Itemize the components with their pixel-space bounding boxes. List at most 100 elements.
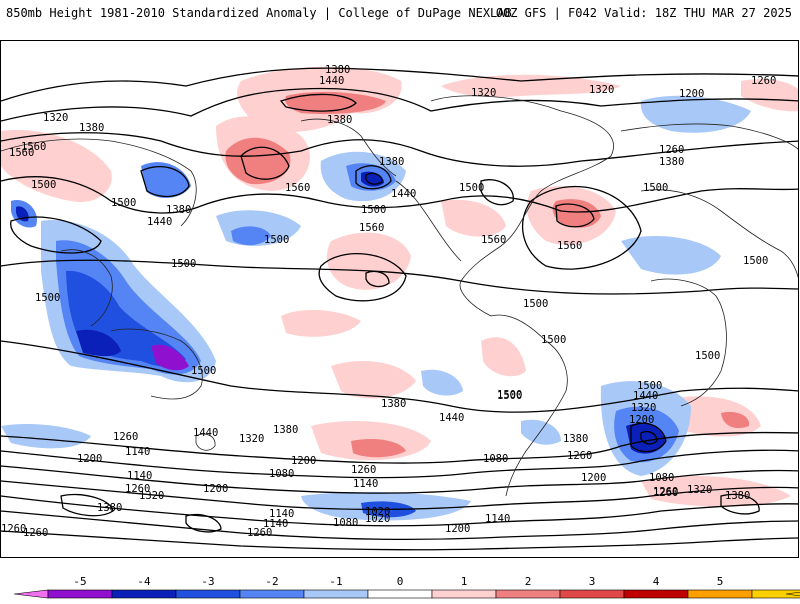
contour-label: 1500 (643, 182, 668, 194)
colorbar-tick-label: 0 (397, 575, 404, 588)
contour-label: 1560 (9, 147, 34, 159)
colorbar-tick-label: 3 (589, 575, 596, 588)
contour-label: 1260 (751, 75, 776, 87)
contour-label: 1260 (351, 464, 376, 476)
contour-label: 1380 (325, 64, 350, 76)
anomaly-colorbar: -5 -4 -3 -2 -1 0 1 2 3 4 5 (0, 570, 800, 600)
contour-label: 1260 (653, 487, 678, 499)
colorbar-tick-label: -3 (201, 575, 214, 588)
contour-label: 1500 (264, 234, 289, 246)
contour-label: 1380 (725, 490, 750, 502)
positive-anomaly-shading (1, 66, 798, 507)
contour-label: 1320 (631, 402, 656, 414)
contour-label: 1560 (557, 240, 582, 252)
contour-label: 1320 (43, 112, 68, 124)
contour-label: 1320 (139, 490, 164, 502)
run-info: 00Z GFS | F042 Valid: 18Z THU MAR 27 202… (495, 6, 792, 20)
colorbar-swatch (303, 589, 369, 599)
colorbar-swatch (175, 589, 241, 599)
colorbar-tick-label: 5 (717, 575, 724, 588)
contour-label: 1260 (659, 144, 684, 156)
contour-label: 1380 (97, 502, 122, 514)
contour-label: 1380 (659, 156, 684, 168)
contour-label: 1260 (653, 486, 678, 498)
height-contours (1, 67, 798, 551)
colorbar-tick-label: -4 (137, 575, 151, 588)
contour-label: 1320 (687, 484, 712, 496)
contour-label: 1560 (285, 182, 310, 194)
contour-label: 1080 (649, 472, 674, 484)
contour-label: 1560 (481, 234, 506, 246)
contour-label: 1500 (191, 365, 216, 377)
contour-label: 1020 (365, 506, 390, 518)
colorbar-tick-label: -1 (329, 575, 342, 588)
contour-label: 1500 (361, 204, 386, 216)
contour-label: 1080 (483, 453, 508, 465)
contour-label: 1380 (166, 204, 191, 216)
map-title: 850mb Height 1981-2010 Standardized Anom… (6, 6, 512, 20)
contour-label: 1500 (459, 182, 484, 194)
contour-label: 1020 (365, 513, 390, 525)
contour-label: 1380 (273, 424, 298, 436)
contour-label: 1500 (523, 298, 548, 310)
colorbar-swatch (367, 589, 433, 599)
contour-label: 1140 (353, 478, 378, 490)
contour-label: 1260 (1, 523, 26, 535)
contour-label: 1500 (541, 334, 566, 346)
contour-label: 1200 (291, 455, 316, 467)
colorbar-swatch (623, 589, 689, 599)
colorbar-tick-label: -2 (265, 575, 278, 588)
contour-label: 1560 (359, 222, 384, 234)
contour-label: 1380 (79, 122, 104, 134)
contour-label: 1200 (679, 88, 704, 100)
contour-label: 1260 (247, 527, 272, 539)
colorbar-swatch (495, 589, 561, 599)
contour-label: 1260 (113, 431, 138, 443)
colorbar-tick-label: 4 (653, 575, 660, 588)
colorbar-ticks: -5 -4 -3 -2 -1 0 1 2 3 4 5 (73, 575, 723, 588)
contour-label: 1500 (35, 292, 60, 304)
colorbar-swatches (13, 589, 800, 599)
coastlines (1, 95, 798, 497)
contour-label: 1320 (471, 87, 496, 99)
contour-label: 1380 (379, 156, 404, 168)
colorbar-svg: -5 -4 -3 -2 -1 0 1 2 3 4 5 (13, 575, 800, 599)
contour-label: 1500 (31, 179, 56, 191)
contour-label: 1320 (239, 433, 264, 445)
colorbar-swatch (687, 589, 753, 599)
colorbar-swatch (751, 589, 800, 599)
contour-label: 1080 (333, 517, 358, 529)
contour-labels: 1380 1440 1260 1320 1200 1320 1380 1320 … (1, 64, 776, 539)
contour-label: 1320 (589, 84, 614, 96)
contour-label: 1500 (743, 255, 768, 267)
contour-label: 1140 (485, 513, 510, 525)
contour-label: 1260 (125, 483, 150, 495)
contour-label: 1440 (193, 427, 218, 439)
contour-label: 1440 (439, 412, 464, 424)
contour-label: 1140 (125, 446, 150, 458)
contour-label: 1380 (327, 114, 352, 126)
contour-label: 1200 (629, 414, 654, 426)
colorbar-swatch (111, 589, 177, 599)
contour-label: 1380 (563, 433, 588, 445)
contour-label: 1440 (319, 75, 344, 87)
contour-label: 1440 (391, 188, 416, 200)
contour-label: 1500 (497, 389, 522, 401)
contour-label: 1140 (269, 508, 294, 520)
negative-anomaly-shading (1, 95, 751, 521)
anomaly-map: 1380 1440 1260 1320 1200 1320 1380 1320 … (0, 40, 799, 558)
colorbar-swatch (239, 589, 305, 599)
colorbar-swatch (785, 591, 800, 597)
header: 850mb Height 1981-2010 Standardized Anom… (0, 0, 800, 26)
contour-label: 1200 (445, 523, 470, 535)
colorbar-swatch (47, 589, 113, 599)
contour-label: 1200 (77, 453, 102, 465)
colorbar-tick-label: 1 (461, 575, 468, 588)
contour-label: 1200 (581, 472, 606, 484)
contour-label: 1500 (171, 258, 196, 270)
contour-label: 1500 (637, 380, 662, 392)
contour-label: 1260 (23, 527, 48, 539)
contour-label: 1440 (633, 390, 658, 402)
colorbar-swatch (559, 589, 625, 599)
map-svg: 1380 1440 1260 1320 1200 1320 1380 1320 … (1, 64, 798, 551)
